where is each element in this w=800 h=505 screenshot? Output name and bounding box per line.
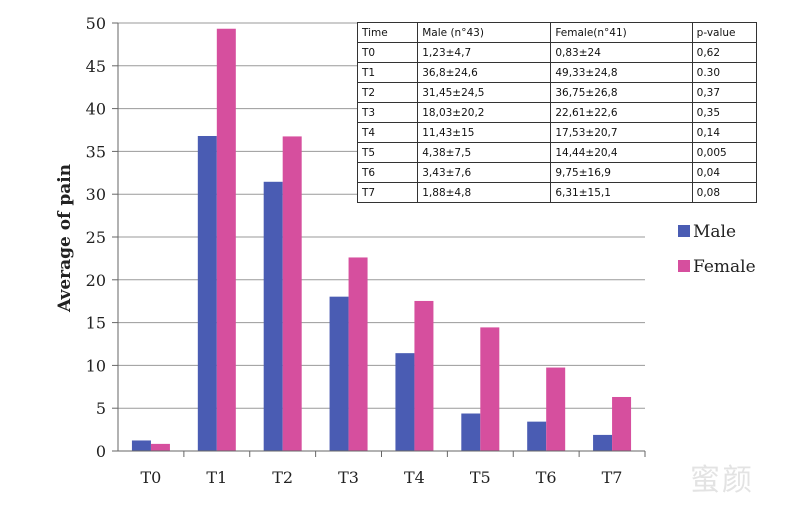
table-cell: 36,8±24,6 <box>417 62 552 83</box>
bar-female-t5 <box>480 327 500 451</box>
x-tick-label: T3 <box>338 468 359 487</box>
y-tick-label: 0 <box>96 442 106 461</box>
y-tick-label: 50 <box>86 14 106 33</box>
y-tick-label: 25 <box>86 228 106 247</box>
table-cell: T3 <box>356 102 419 123</box>
y-tick-label: 30 <box>86 185 106 204</box>
legend-label-male: Male <box>693 222 736 242</box>
bar-male-t0 <box>131 440 151 451</box>
table-row: T7 1,88±4,8 6,31±15,1 0,08 <box>356 182 758 203</box>
table-cell: 1,23±4,7 <box>417 42 552 63</box>
table-row: T0 1,23±4,7 0,83±24 0,62 <box>356 42 758 63</box>
bar-male-t5 <box>461 413 481 451</box>
x-tick-label: T0 <box>141 468 162 487</box>
y-tick-label: 35 <box>86 142 106 161</box>
table-cell: 17,53±20,7 <box>550 122 693 143</box>
table-cell: 36,75±26,8 <box>550 82 693 103</box>
legend: Male Female <box>678 222 756 277</box>
bar-male-t2 <box>263 181 283 451</box>
x-tick-label: T2 <box>272 468 293 487</box>
table-cell: 0,08 <box>691 182 758 203</box>
table-cell: 22,61±22,6 <box>550 102 693 123</box>
y-tick-label: 5 <box>96 399 106 418</box>
table-cell: 0,62 <box>691 42 758 63</box>
table-header-cell: Female(n°41) <box>550 22 693 43</box>
x-tick-label: T7 <box>602 468 623 487</box>
table-cell: T4 <box>356 122 419 143</box>
y-tick-label: 10 <box>86 356 106 375</box>
table-cell: 14,44±20,4 <box>550 142 693 163</box>
table-cell: 0,04 <box>691 162 758 183</box>
table-row: T2 31,45±24,5 36,75±26,8 0,37 <box>356 82 758 103</box>
table-cell: 1,88±4,8 <box>417 182 552 203</box>
y-tick-label: 15 <box>86 314 106 333</box>
table-row: T5 4,38±7,5 14,44±20,4 0,005 <box>356 142 758 163</box>
bar-female-t6 <box>546 367 566 451</box>
table-cell: 9,75±16,9 <box>550 162 693 183</box>
table-row: T3 18,03±20,2 22,61±22,6 0,35 <box>356 102 758 123</box>
table-cell: 0,14 <box>691 122 758 143</box>
x-tick-label: T6 <box>536 468 557 487</box>
bars <box>131 28 632 452</box>
table-header-cell: Male (n°43) <box>417 22 552 43</box>
table-row: T4 11,43±15 17,53±20,7 0,14 <box>356 122 758 143</box>
bar-male-t7 <box>593 434 613 451</box>
bar-male-t4 <box>395 353 415 451</box>
x-tick-label: T4 <box>404 468 425 487</box>
x-tick-labels: T0 T1 T2 T3 T4 T5 T6 T7 <box>141 468 623 487</box>
x-tick-label: T5 <box>470 468 491 487</box>
bar-female-t3 <box>348 257 368 451</box>
table-header-cell: Time <box>356 22 419 43</box>
table-cell: 0,83±24 <box>550 42 693 63</box>
table-cell: T0 <box>356 42 419 63</box>
bar-female-t1 <box>216 28 236 452</box>
table-cell: 0,35 <box>691 102 758 123</box>
data-table: Time Male (n°43) Female(n°41) p-value T0 1,23… <box>356 22 758 203</box>
y-axis-label: Average of pain <box>55 164 75 313</box>
legend-swatch-male <box>678 225 690 237</box>
table-cell: T1 <box>356 62 419 83</box>
y-tick-label: 45 <box>86 57 106 76</box>
table-cell: 18,03±20,2 <box>417 102 552 123</box>
bar-female-t7 <box>612 396 632 451</box>
bar-male-t6 <box>527 421 547 451</box>
table-cell: 3,43±7,6 <box>417 162 552 183</box>
y-tick-label: 40 <box>86 100 106 119</box>
table-cell: 0,005 <box>691 142 758 163</box>
table-cell: 6,31±15,1 <box>550 182 693 203</box>
bar-female-t2 <box>282 136 302 452</box>
axes <box>112 22 646 457</box>
table-row: T1 36,8±24,6 49,33±24,8 0.30 <box>356 62 758 83</box>
table-cell: T5 <box>356 142 419 163</box>
table-cell: 0,37 <box>691 82 758 103</box>
table-cell: 49,33±24,8 <box>550 62 693 83</box>
table-header-row: Time Male (n°43) Female(n°41) p-value <box>356 22 758 43</box>
bar-female-t0 <box>150 443 170 451</box>
x-tick-label: T1 <box>206 468 227 487</box>
table-header-cell: p-value <box>691 22 758 43</box>
bar-male-t3 <box>329 296 349 451</box>
table-cell: 4,38±7,5 <box>417 142 552 163</box>
table-cell: 31,45±24,5 <box>417 82 552 103</box>
y-tick-labels: 0 5 10 15 20 25 30 35 40 45 50 <box>86 14 106 461</box>
y-tick-label: 20 <box>86 271 106 290</box>
table-cell: 0.30 <box>691 62 758 83</box>
table-cell: T2 <box>356 82 419 103</box>
bar-male-t1 <box>197 135 217 451</box>
table-cell: T7 <box>356 182 419 203</box>
table-cell: T6 <box>356 162 419 183</box>
table-cell: 11,43±15 <box>417 122 552 143</box>
legend-swatch-female <box>678 260 690 272</box>
watermark: 蜜颜 <box>690 463 754 498</box>
legend-label-female: Female <box>693 257 756 277</box>
bar-female-t4 <box>414 300 434 451</box>
table-row: T6 3,43±7,6 9,75±16,9 0,04 <box>356 162 758 183</box>
